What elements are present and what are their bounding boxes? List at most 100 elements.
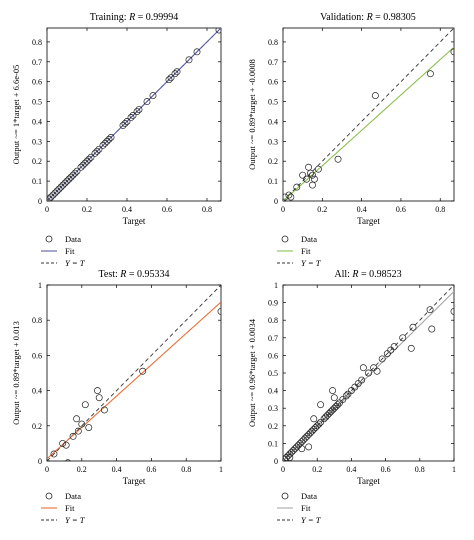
plot-content: [47, 28, 221, 201]
legend: Data Fit Y = T: [277, 234, 322, 268]
chart-title: Test: R = 0.95334: [98, 269, 169, 280]
data-point: [49, 191, 57, 199]
data-point: [286, 454, 294, 461]
x-axis-label: Target: [357, 216, 380, 226]
data-point: [69, 432, 77, 440]
y-tick-label: 0.5: [32, 98, 42, 107]
legend: Data Fit Y = T: [277, 491, 322, 525]
x-axis-label: Target: [123, 216, 146, 226]
data-point: [78, 420, 86, 428]
chart-title-value: = 0.95334: [126, 269, 169, 280]
legend-label: Y = T: [65, 515, 86, 525]
x-tick-label: 0.4: [122, 205, 132, 214]
x-axis-label: Target: [123, 476, 146, 486]
data-point: [171, 70, 179, 78]
y-tick-label: 0.5: [268, 98, 278, 107]
x-tick-label: 0.6: [396, 205, 406, 214]
chart-title-symbol: R: [128, 12, 135, 23]
data-point: [57, 183, 65, 191]
data-point: [407, 344, 415, 352]
data-point: [47, 195, 53, 201]
x-tick-label: 0.2: [77, 465, 87, 474]
data-point: [53, 187, 61, 195]
legend-label: Y = T: [301, 258, 322, 268]
data-point: [365, 369, 372, 377]
y-tick-label: 0.2: [32, 157, 42, 166]
y-tick-label: 0.3: [268, 404, 278, 413]
x-tick-label: 0.2: [317, 205, 327, 214]
data-point: [95, 145, 103, 153]
data-point: [315, 420, 323, 428]
chart-title-prefix: Test:: [98, 269, 120, 280]
plot-content: [47, 285, 221, 461]
data-point: [69, 171, 77, 179]
data-point: [73, 167, 81, 175]
legend-data-marker: [281, 492, 289, 500]
data-point: [133, 108, 141, 115]
chart-title-symbol: R: [351, 269, 358, 280]
chart-title-symbol: R: [366, 12, 373, 23]
data-point: [71, 169, 79, 177]
data-point: [107, 133, 115, 141]
legend-data-marker: [45, 235, 53, 243]
y-tick-label: 0.6: [268, 351, 278, 360]
regression-panel-4: All: R = 0.98523 0 0.2 0.4 0.6 0.8 1 0 0.1 0.2 0.3…: [247, 269, 456, 525]
data-point: [165, 76, 173, 84]
data-point: [135, 106, 143, 113]
chart-title-value: = 0.99994: [135, 12, 178, 23]
plot-area-frame: [46, 284, 222, 462]
legend-label: Fit: [65, 503, 75, 513]
x-tick-label: 0.2: [312, 465, 322, 474]
plot-area-frame: [46, 27, 222, 202]
data-point: [334, 401, 342, 409]
x-tick-label: 0: [281, 465, 285, 474]
data-point: [450, 48, 454, 56]
data-point: [310, 175, 318, 183]
data-point: [149, 92, 157, 100]
data-point: [359, 364, 367, 372]
x-axis-label: Target: [357, 476, 380, 486]
data-point: [62, 441, 70, 449]
y-tick-label: 0.2: [268, 422, 278, 431]
data-point: [298, 445, 306, 453]
data-point: [74, 427, 82, 435]
y-tick-label: 0.4: [268, 387, 278, 396]
data-point: [173, 68, 181, 76]
data-point: [101, 139, 109, 147]
y-tick-label: 0.7: [268, 334, 278, 343]
legend-label: Data: [301, 234, 317, 244]
chart-title-prefix: Validation:: [320, 12, 366, 23]
data-point: [305, 163, 313, 171]
y-tick-label: 0.2: [268, 157, 278, 166]
data-point: [99, 141, 107, 149]
data-point: [317, 401, 325, 409]
data-point: [105, 135, 113, 143]
data-point: [103, 137, 111, 145]
x-tick-label: 0: [45, 205, 49, 214]
x-tick-label: 0.6: [381, 465, 391, 474]
y-tick-label: 0.3: [32, 137, 42, 146]
identity-line: [47, 285, 221, 461]
data-point: [79, 161, 87, 169]
y-tick-label: 0: [38, 197, 42, 206]
y-axis-label: Output ~= 0.96*target + 0.0034: [247, 318, 257, 427]
data-point: [358, 376, 366, 384]
y-tick-label: 0.6: [32, 351, 42, 360]
y-tick-label: 0.4: [268, 117, 278, 126]
data-point: [305, 443, 313, 451]
data-point: [139, 367, 147, 375]
data-point: [371, 92, 379, 100]
data-point: [426, 306, 434, 314]
chart-title: Training: R = 0.99994: [90, 12, 179, 23]
data-point: [51, 189, 59, 197]
chart-title: All: R = 0.98523: [334, 269, 401, 280]
data-point: [215, 28, 221, 34]
data-point: [299, 171, 307, 179]
y-tick-label: 0: [274, 197, 278, 206]
legend-label: Data: [65, 491, 81, 501]
data-point: [85, 424, 93, 432]
data-point: [95, 394, 103, 402]
data-point: [65, 175, 73, 183]
y-axis-label: Output ~= 0.89*target + 0.013: [11, 321, 21, 425]
y-tick-label: 0.4: [32, 387, 42, 396]
